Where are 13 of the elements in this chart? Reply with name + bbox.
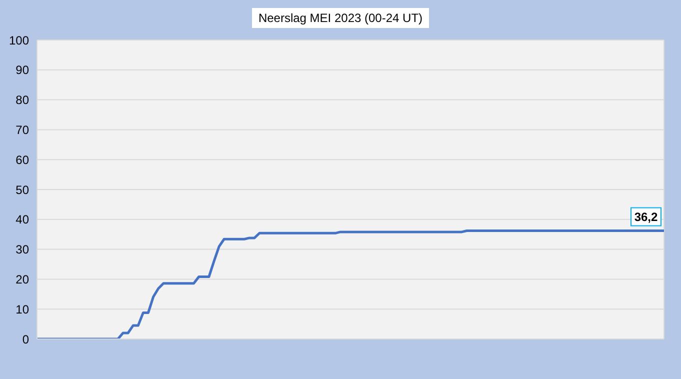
data-label: 36,2 [634, 210, 658, 224]
chart-title: Neerslag MEI 2023 (00-24 UT) [252, 8, 429, 28]
y-tick-label: 40 [16, 212, 30, 227]
y-tick-label: 20 [16, 272, 30, 286]
y-tick-label: 60 [16, 152, 30, 167]
y-tick-label: 80 [16, 93, 30, 108]
y-tick-label: 0 [22, 332, 30, 346]
y-tick-label: 30 [16, 242, 30, 257]
y-tick-label: 10 [16, 302, 30, 316]
y-tick-label: 90 [16, 63, 30, 78]
y-tick-label: 50 [16, 182, 30, 197]
y-tick-label: 70 [16, 122, 30, 137]
y-tick-label: 100 [8, 33, 30, 48]
